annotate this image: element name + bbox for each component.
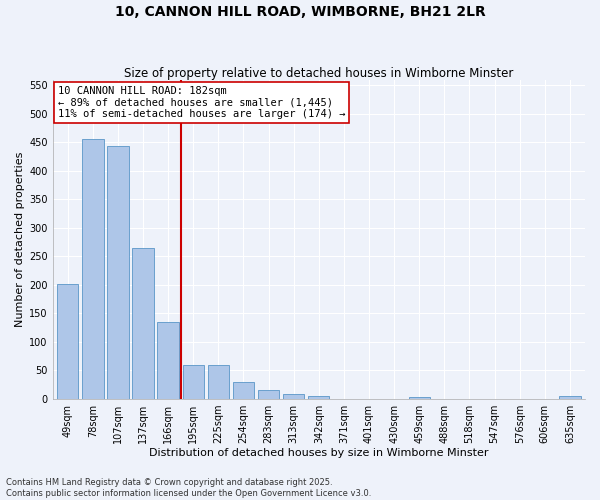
Bar xyxy=(409,396,430,399)
Bar xyxy=(208,364,229,399)
Bar xyxy=(283,394,304,399)
Bar xyxy=(133,248,154,399)
Bar xyxy=(57,284,79,399)
Text: Contains HM Land Registry data © Crown copyright and database right 2025.
Contai: Contains HM Land Registry data © Crown c… xyxy=(6,478,371,498)
Bar xyxy=(258,390,279,399)
Bar xyxy=(308,396,329,399)
Bar xyxy=(107,146,128,399)
Text: 10 CANNON HILL ROAD: 182sqm
← 89% of detached houses are smaller (1,445)
11% of : 10 CANNON HILL ROAD: 182sqm ← 89% of det… xyxy=(58,86,346,119)
Bar xyxy=(82,139,104,399)
Text: 10, CANNON HILL ROAD, WIMBORNE, BH21 2LR: 10, CANNON HILL ROAD, WIMBORNE, BH21 2LR xyxy=(115,5,485,19)
Bar xyxy=(559,396,581,399)
X-axis label: Distribution of detached houses by size in Wimborne Minster: Distribution of detached houses by size … xyxy=(149,448,488,458)
Bar xyxy=(182,364,204,399)
Bar xyxy=(157,322,179,399)
Bar xyxy=(233,382,254,399)
Title: Size of property relative to detached houses in Wimborne Minster: Size of property relative to detached ho… xyxy=(124,66,514,80)
Y-axis label: Number of detached properties: Number of detached properties xyxy=(15,152,25,327)
